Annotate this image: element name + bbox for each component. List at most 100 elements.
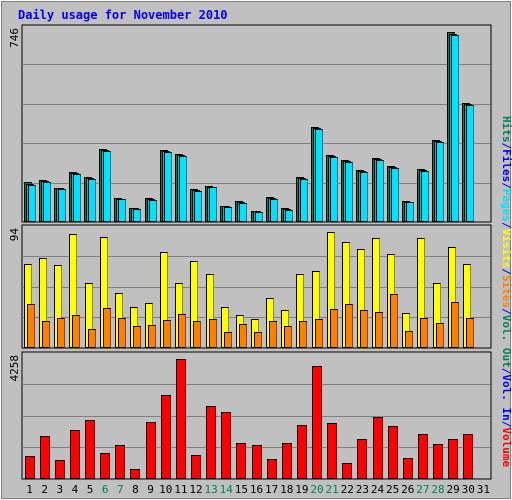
bar-sites-day-21: [330, 309, 338, 348]
bar-pages-day-17: [270, 199, 278, 222]
bar-pages-day-10: [164, 152, 172, 222]
legend-entry: Pages: [500, 189, 512, 222]
x-tick-label-day-24: 24: [371, 483, 385, 496]
bar-pages-day-12: [194, 191, 202, 222]
x-tick-label-day-18: 18: [280, 483, 293, 496]
bar-pages-day-19: [300, 179, 308, 222]
bar-pages-day-20: [315, 129, 323, 222]
bar-volume-day-22: [342, 463, 352, 479]
y-axis-max-label: 746: [8, 28, 21, 48]
bar-pages-day-8: [133, 209, 141, 222]
bar-volume-day-29: [448, 439, 458, 479]
bar-pages-day-2: [43, 182, 51, 222]
x-tick-label-day-10: 10: [159, 483, 172, 496]
bar-sites-day-19: [299, 321, 307, 348]
bar-pages-day-14: [224, 207, 232, 222]
bar-volume-day-9: [146, 422, 156, 479]
bar-sites-day-13: [209, 319, 217, 348]
bar-sites-day-12: [193, 321, 201, 348]
bar-sites-day-2: [42, 321, 50, 348]
bar-volume-day-8: [130, 469, 140, 479]
legend-entry: Files: [500, 149, 512, 182]
bar-sites-day-20: [315, 319, 323, 348]
bar-sites-day-14: [224, 332, 232, 348]
bar-sites-day-15: [239, 324, 247, 348]
bar-sites-day-25: [390, 294, 398, 348]
bar-volume-day-11: [176, 359, 186, 479]
legend-entry: /: [500, 182, 512, 189]
bar-pages-day-5: [88, 179, 96, 222]
bar-sites-day-10: [163, 320, 171, 348]
bar-pages-day-30: [466, 105, 474, 222]
bar-volume-day-15: [236, 443, 246, 479]
bar-pages-day-22: [345, 162, 353, 222]
panel-visits: 94: [8, 224, 492, 349]
x-tick-label-day-4: 4: [72, 483, 79, 496]
bar-volume-day-21: [327, 423, 337, 479]
legend-entry: /: [500, 368, 512, 375]
x-tick-label-day-30: 30: [462, 483, 475, 496]
legend-entry: Hits: [500, 116, 512, 143]
bar-sites-day-3: [57, 318, 65, 348]
bar-pages-day-6: [103, 151, 111, 222]
x-tick-label-day-2: 2: [41, 483, 48, 496]
x-tick-label-day-1: 1: [26, 483, 33, 496]
x-tick-label-day-19: 19: [295, 483, 308, 496]
bar-sites-day-6: [103, 308, 111, 348]
chart-panels: 746 94 4258: [8, 24, 492, 480]
bar-sites-day-16: [254, 332, 262, 348]
x-tick-label-day-12: 12: [189, 483, 202, 496]
bar-volume-day-3: [55, 460, 65, 479]
bar-pages-day-18: [285, 210, 293, 222]
bar-sites-day-8: [133, 326, 141, 348]
bar-pages-day-1: [28, 185, 36, 222]
bar-volume-day-13: [206, 406, 216, 479]
bar-volume-day-20: [312, 366, 322, 479]
bar-volume-day-6: [100, 453, 110, 479]
legend-entry: Visits: [500, 229, 512, 269]
legend-entry: Vol. In: [500, 374, 512, 420]
bar-pages-day-7: [118, 199, 126, 222]
bar-volume-day-30: [463, 434, 473, 479]
bar-sites-day-11: [178, 314, 186, 348]
panel-volume: 4258: [8, 351, 492, 480]
bar-volume-day-4: [70, 430, 80, 479]
bar-sites-day-18: [284, 326, 292, 348]
bar-pages-day-13: [209, 187, 217, 222]
bar-sites-day-26: [405, 331, 413, 348]
x-tick-label-day-11: 11: [174, 483, 187, 496]
bar-pages-day-28: [436, 142, 444, 222]
x-tick-label-day-3: 3: [57, 483, 64, 496]
bar-sites-day-7: [118, 318, 126, 348]
x-tick-label-day-25: 25: [386, 483, 399, 496]
legend-entry: Volume: [500, 427, 512, 467]
legend-entry: Vol. Out: [500, 315, 512, 368]
bar-pages-day-23: [360, 172, 368, 222]
bar-sites-day-27: [420, 318, 428, 348]
x-tick-label-day-28: 28: [431, 483, 444, 496]
bar-volume-day-2: [40, 436, 50, 479]
x-tick-label-day-20: 20: [310, 483, 323, 496]
bar-volume-day-17: [267, 459, 277, 479]
x-tick-label-day-5: 5: [87, 483, 94, 496]
y-axis-max-label: 4258: [8, 355, 21, 382]
x-tick-label-day-6: 6: [102, 483, 109, 496]
x-tick-label-day-31: 31: [477, 483, 490, 496]
x-tick-label-day-8: 8: [132, 483, 139, 496]
x-tick-label-day-14: 14: [220, 483, 234, 496]
legend-entry: Sites: [500, 275, 512, 308]
x-tick-label-day-13: 13: [204, 483, 217, 496]
x-tick-label-day-17: 17: [265, 483, 278, 496]
bar-volume-day-26: [403, 458, 413, 479]
bar-volume-day-18: [282, 443, 292, 479]
bar-volume-day-16: [252, 445, 262, 479]
bar-pages-day-29: [451, 35, 459, 222]
legend-entry: /: [500, 268, 512, 275]
y-axis-max-label: 94: [8, 228, 21, 242]
x-tick-label-day-27: 27: [416, 483, 429, 496]
bar-volume-day-24: [373, 417, 383, 479]
bar-sites-day-5: [88, 329, 96, 348]
bar-sites-day-24: [375, 312, 383, 348]
x-axis-day-labels: 1 2 3 4 5 6 7 8 9 10 11 12 13 14 15 16 17 18 19 20 21 22 23 24 2…: [26, 483, 490, 496]
